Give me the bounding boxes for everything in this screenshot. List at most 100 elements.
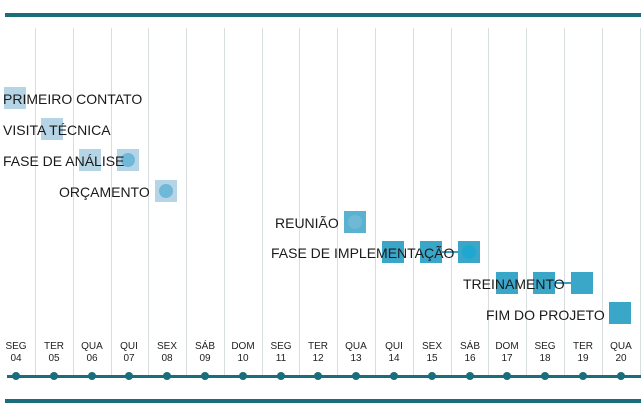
- milestone-dot: [121, 153, 135, 167]
- grid-line: [488, 28, 489, 377]
- milestone-dot: [462, 245, 476, 259]
- day-number: 06: [86, 353, 98, 364]
- day-label: TER 05: [36, 341, 72, 365]
- top-band: [5, 13, 641, 17]
- axis-dot: [50, 372, 58, 380]
- phase-connector: [442, 251, 458, 253]
- day-of-week: QUA: [610, 341, 632, 352]
- milestone-box[interactable]: [41, 118, 63, 140]
- timeline-axis: [7, 375, 641, 378]
- day-of-week: SEG: [534, 341, 556, 352]
- day-of-week: TER: [573, 341, 593, 352]
- grid-line: [413, 28, 414, 377]
- axis-dot: [541, 372, 549, 380]
- milestone-box[interactable]: [79, 149, 101, 171]
- task-label-primeiro-contato: PRIMEIRO CONTATO: [3, 91, 143, 107]
- grid-line: [526, 28, 527, 377]
- day-number: 07: [123, 353, 135, 364]
- axis-dot: [125, 372, 133, 380]
- day-label: QUA 06: [74, 341, 110, 365]
- day-label: SEX 08: [149, 341, 185, 365]
- axis-dot: [352, 372, 360, 380]
- bottom-band: [5, 399, 641, 403]
- milestone-box[interactable]: [533, 272, 555, 294]
- grid-line: [337, 28, 338, 377]
- day-of-week: TER: [308, 341, 328, 352]
- day-label: SEG 11: [263, 341, 299, 365]
- axis-dot: [277, 372, 285, 380]
- day-number: 11: [275, 353, 287, 364]
- day-of-week: QUI: [385, 341, 403, 352]
- task-label-visita-tecnica: VISITA TÉCNICA: [3, 122, 111, 138]
- day-number: 16: [464, 353, 476, 364]
- grid-line: [262, 28, 263, 377]
- axis-dot: [428, 372, 436, 380]
- day-label: TER 19: [565, 341, 601, 365]
- day-number: 04: [10, 353, 22, 364]
- task-label-fase-de-analise: FASE DE ANÁLISE: [3, 153, 125, 169]
- axis-dot: [12, 372, 20, 380]
- milestone-box[interactable]: [571, 272, 593, 294]
- day-number: 09: [199, 353, 211, 364]
- day-label: DOM 17: [489, 341, 525, 365]
- day-label: QUI 14: [376, 341, 412, 365]
- axis-dot: [88, 372, 96, 380]
- axis-dot: [579, 372, 587, 380]
- day-label: QUA 20: [603, 341, 639, 365]
- grid-line: [224, 28, 225, 377]
- day-label: SEG 04: [0, 341, 34, 365]
- day-of-week: QUA: [345, 341, 367, 352]
- grid-line: [111, 28, 112, 377]
- axis-dot: [617, 372, 625, 380]
- day-number: 14: [388, 353, 400, 364]
- day-label: SÁB 16: [452, 341, 488, 365]
- day-number: 08: [161, 353, 173, 364]
- day-label: SEX 15: [414, 341, 450, 365]
- day-of-week: QUI: [120, 341, 138, 352]
- day-number: 15: [426, 353, 438, 364]
- day-of-week: DOM: [495, 341, 519, 352]
- axis-dot: [466, 372, 474, 380]
- axis-dot: [503, 372, 511, 380]
- axis-dot: [390, 372, 398, 380]
- axis-dot: [163, 372, 171, 380]
- day-number: 13: [350, 353, 362, 364]
- task-label-treinamento: TREINAMENTO: [463, 276, 565, 292]
- milestone-box[interactable]: [609, 302, 631, 324]
- day-number: 20: [615, 353, 627, 364]
- task-label-orcamento: ORÇAMENTO: [59, 184, 150, 200]
- grid-line: [148, 28, 149, 377]
- grid-line: [35, 28, 36, 377]
- grid-line: [299, 28, 300, 377]
- grid-line: [564, 28, 565, 377]
- day-number: 10: [237, 353, 249, 364]
- day-of-week: SEG: [5, 341, 27, 352]
- day-number: 05: [48, 353, 60, 364]
- milestone-box[interactable]: [4, 87, 26, 109]
- day-of-week: SEX: [156, 341, 177, 352]
- task-label-reuniao: REUNIÃO: [275, 215, 339, 231]
- milestone-box[interactable]: [496, 272, 518, 294]
- axis-dot: [201, 372, 209, 380]
- task-label-fase-de-implementacao: FASE DE IMPLEMENTAÇÃO: [271, 245, 455, 261]
- day-label: SÁB 09: [187, 341, 223, 365]
- grid-line: [375, 28, 376, 377]
- day-number: 18: [539, 353, 551, 364]
- task-label-fim-do-projeto: FIM DO PROJETO: [486, 307, 605, 323]
- day-of-week: QUA: [81, 341, 103, 352]
- day-of-week: SÁB: [459, 341, 480, 352]
- grid-line: [451, 28, 452, 377]
- day-label: QUI 07: [111, 341, 147, 365]
- milestone-box[interactable]: [420, 241, 442, 263]
- day-label: SEG 18: [527, 341, 563, 365]
- day-number: 17: [501, 353, 513, 364]
- milestone-box[interactable]: [382, 241, 404, 263]
- grid-line: [602, 28, 603, 377]
- grid-line: [73, 28, 74, 377]
- day-number: 19: [577, 353, 589, 364]
- day-of-week: SEG: [270, 341, 292, 352]
- milestone-dot: [348, 215, 362, 229]
- day-label: TER 12: [300, 341, 336, 365]
- phase-connector: [555, 282, 571, 284]
- axis-dot: [314, 372, 322, 380]
